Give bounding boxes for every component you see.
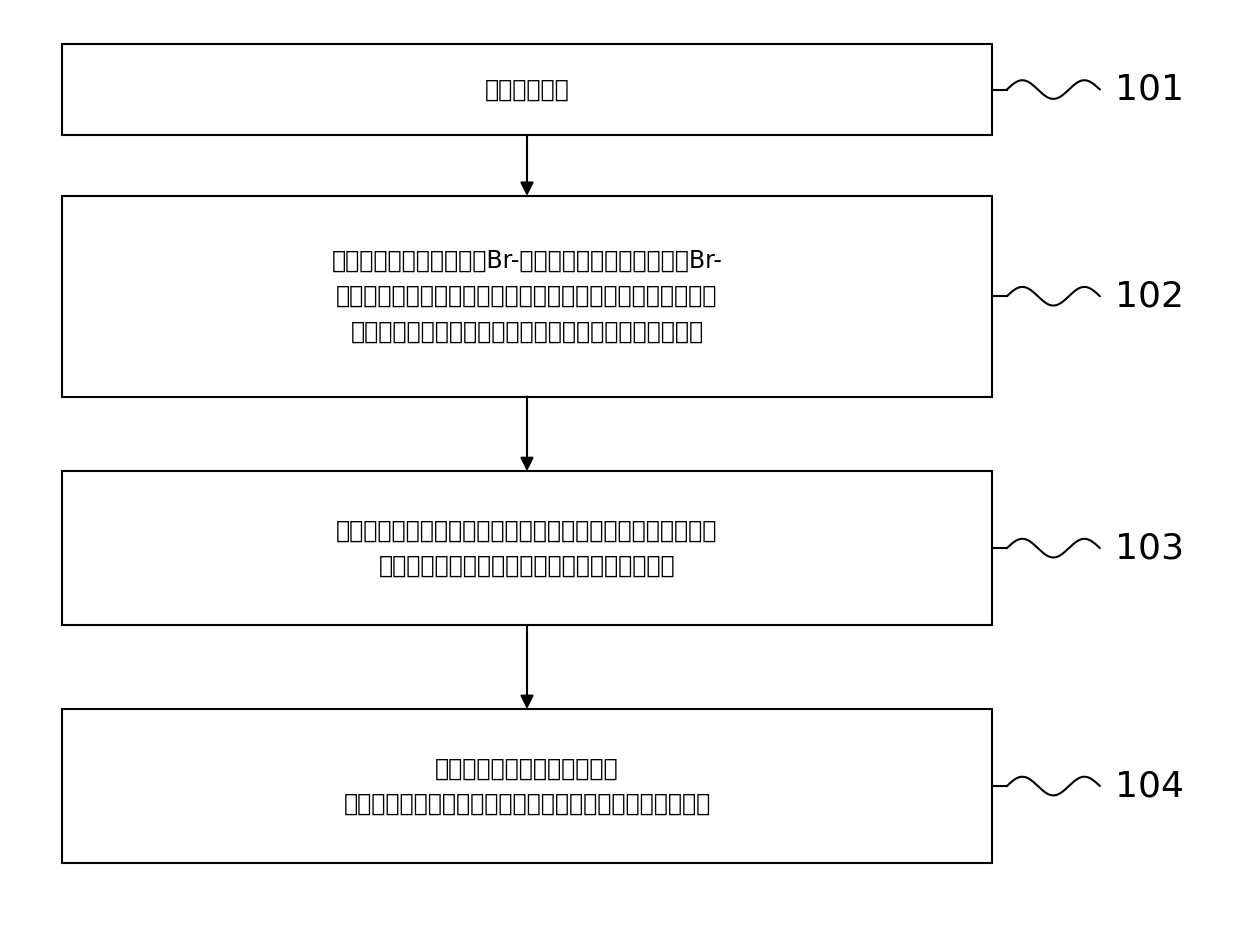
- Text: 102: 102: [1115, 279, 1184, 313]
- Text: 104: 104: [1115, 769, 1184, 803]
- FancyBboxPatch shape: [62, 196, 992, 397]
- FancyBboxPatch shape: [62, 44, 992, 135]
- FancyBboxPatch shape: [62, 709, 992, 863]
- Text: 建立二维砂箱: 建立二维砂箱: [485, 77, 569, 102]
- Text: 向沙箱内注入非水相三氯乙烯
利用界面分配示踪法测定非水相三氯乙烯与水相的界面面积: 向沙箱内注入非水相三氯乙烯 利用界面分配示踪法测定非水相三氯乙烯与水相的界面面积: [343, 757, 711, 815]
- Text: 使用拉环张力计测定不含Br-的十二烷基苯磺酸钠和含有Br-
的十二烷基苯磺酸钠在不同浓度下非水相三氯乙烯与十二烷基
苯磺酸钠溶液的界面张力，并计算对应的界面分配: 使用拉环张力计测定不含Br-的十二烷基苯磺酸钠和含有Br- 的十二烷基苯磺酸钠在…: [331, 249, 723, 343]
- Text: 向二维砂箱中注入溴化钙和十二烷基苯磺酸钠溶液，进行示踪
实验，测定砂对十二烷基苯磺酸钠的吸附背景值: 向二维砂箱中注入溴化钙和十二烷基苯磺酸钠溶液，进行示踪 实验，测定砂对十二烷基苯…: [336, 519, 718, 578]
- FancyBboxPatch shape: [62, 471, 992, 625]
- Text: 101: 101: [1115, 73, 1184, 106]
- Text: 103: 103: [1115, 531, 1184, 565]
